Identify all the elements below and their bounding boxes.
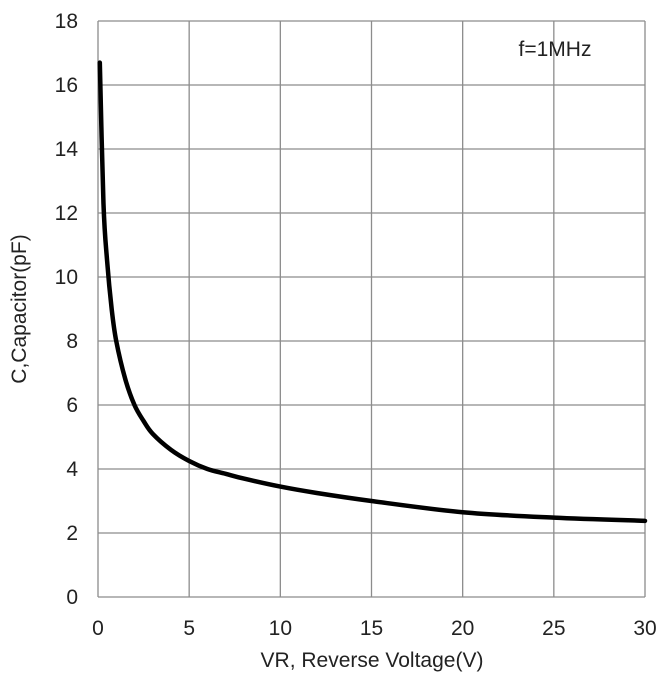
y-tick-label: 12 <box>55 202 78 225</box>
x-tick-label: 30 <box>633 617 656 640</box>
x-axis-title: VR, Reverse Voltage(V) <box>261 649 484 672</box>
y-tick-label: 18 <box>55 10 78 33</box>
x-tick-label: 5 <box>183 617 195 640</box>
x-tick-labels: 0 5 10 15 20 25 30 <box>92 617 657 640</box>
y-tick-label: 10 <box>55 266 78 289</box>
y-tick-label: 4 <box>66 458 78 481</box>
chart-grid <box>97 20 646 598</box>
x-tick-label: 15 <box>360 617 383 640</box>
y-axis-title: C,Capacitor(pF) <box>8 234 31 383</box>
x-tick-label: 0 <box>92 617 104 640</box>
y-tick-label: 2 <box>66 522 78 545</box>
capacitance-curve <box>97 60 648 524</box>
x-tick-label: 20 <box>451 617 474 640</box>
y-tick-label: 16 <box>55 74 78 97</box>
y-tick-label: 6 <box>66 394 78 417</box>
x-tick-label: 25 <box>542 617 565 640</box>
y-tick-labels: 0 2 4 6 8 10 12 14 16 18 <box>55 10 79 609</box>
x-tick-label: 10 <box>269 617 292 640</box>
y-tick-label: 0 <box>66 586 78 609</box>
frequency-annotation: f=1MHz <box>519 38 592 61</box>
y-tick-label: 14 <box>55 138 79 161</box>
y-tick-label: 8 <box>66 330 78 353</box>
